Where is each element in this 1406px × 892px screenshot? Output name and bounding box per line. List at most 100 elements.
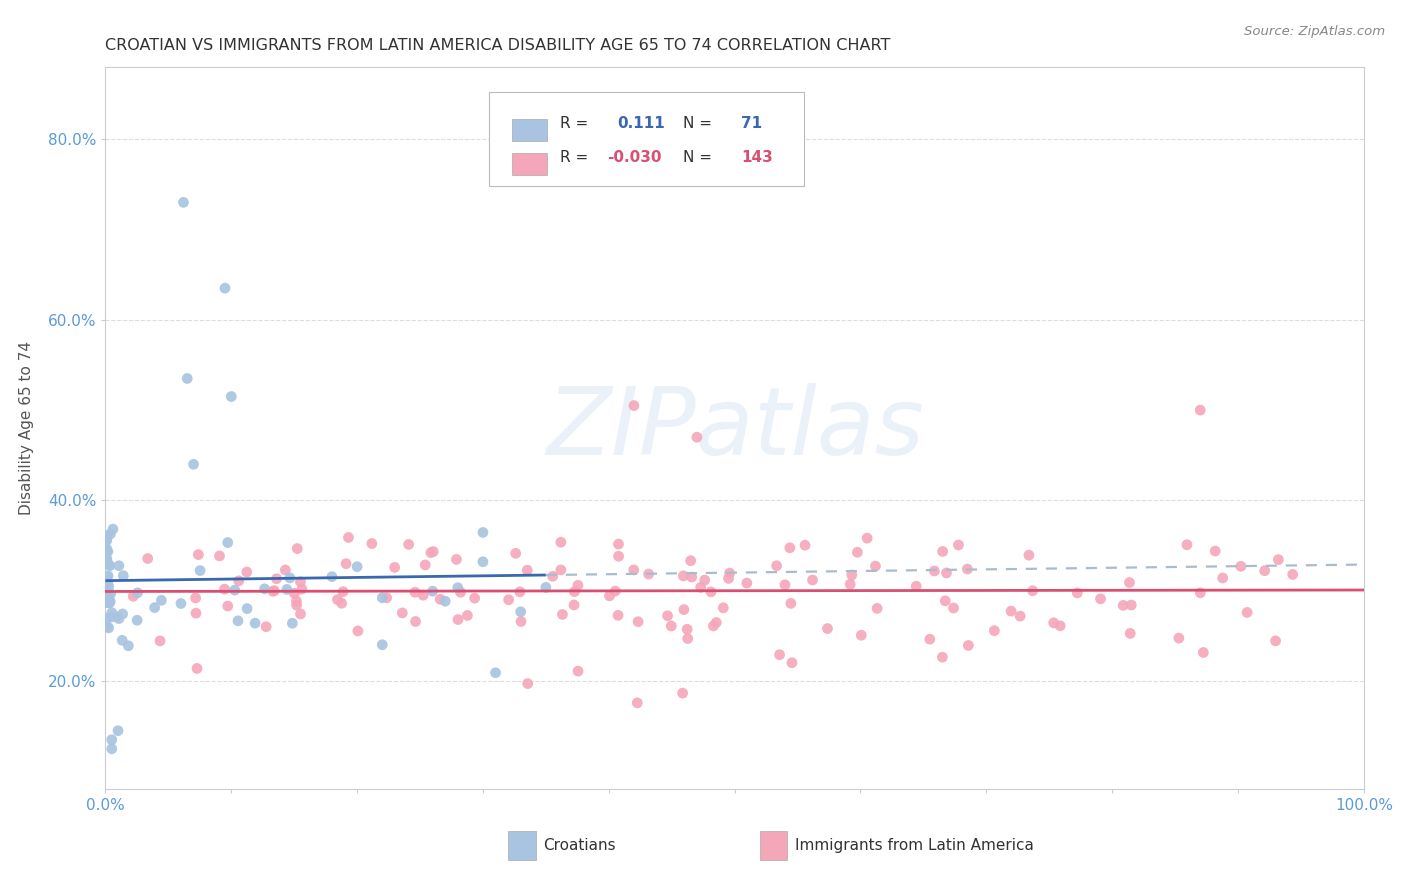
Point bbox=[626, 696, 648, 710]
Point bbox=[637, 566, 659, 581]
Point bbox=[226, 614, 249, 628]
Point bbox=[505, 546, 527, 560]
Text: Croatians: Croatians bbox=[543, 838, 616, 853]
Point bbox=[236, 601, 259, 615]
Point bbox=[672, 569, 695, 583]
Text: 0.111: 0.111 bbox=[617, 116, 665, 131]
Point bbox=[243, 616, 266, 631]
Point bbox=[676, 622, 699, 636]
Point bbox=[1021, 583, 1043, 598]
Point bbox=[607, 537, 630, 551]
FancyBboxPatch shape bbox=[759, 830, 787, 860]
Point bbox=[779, 541, 801, 555]
Text: ZIPatlas: ZIPatlas bbox=[546, 383, 924, 474]
Point bbox=[704, 615, 727, 630]
Point bbox=[111, 607, 134, 621]
Point bbox=[405, 615, 427, 629]
Y-axis label: Disability Age 65 to 74: Disability Age 65 to 74 bbox=[20, 341, 34, 516]
Point bbox=[856, 531, 879, 545]
Text: R =: R = bbox=[560, 150, 588, 165]
Point bbox=[96, 552, 118, 566]
Point bbox=[285, 594, 308, 608]
Point bbox=[718, 566, 741, 580]
Point bbox=[765, 558, 787, 573]
Point bbox=[375, 591, 398, 605]
Point bbox=[541, 569, 564, 583]
Point bbox=[278, 571, 301, 585]
Point bbox=[686, 430, 709, 444]
Point bbox=[447, 613, 470, 627]
Point bbox=[96, 529, 118, 543]
Point bbox=[1189, 403, 1212, 417]
Point bbox=[108, 611, 131, 625]
Point bbox=[176, 371, 198, 385]
Text: Source: ZipAtlas.com: Source: ZipAtlas.com bbox=[1244, 25, 1385, 38]
Point bbox=[841, 568, 863, 582]
Point bbox=[550, 563, 572, 577]
Point bbox=[412, 588, 434, 602]
Point bbox=[96, 541, 118, 556]
Point bbox=[214, 582, 236, 596]
Point bbox=[605, 584, 627, 599]
Point bbox=[509, 605, 531, 619]
Point bbox=[659, 619, 682, 633]
Point bbox=[184, 606, 207, 620]
Point bbox=[98, 594, 121, 608]
Point bbox=[931, 544, 953, 558]
Point bbox=[97, 558, 120, 572]
Point bbox=[450, 585, 472, 599]
Point bbox=[187, 548, 209, 562]
Point bbox=[184, 591, 207, 605]
Point bbox=[107, 723, 129, 738]
Point bbox=[564, 584, 586, 599]
Point bbox=[337, 531, 360, 545]
Point bbox=[150, 593, 173, 607]
Point bbox=[266, 572, 288, 586]
Point bbox=[361, 536, 384, 550]
Point bbox=[1042, 615, 1064, 630]
Point bbox=[96, 595, 118, 609]
Point bbox=[419, 546, 441, 560]
Point bbox=[1118, 575, 1140, 590]
Point bbox=[274, 563, 297, 577]
Point bbox=[285, 598, 308, 612]
Point bbox=[924, 564, 946, 578]
Point bbox=[607, 608, 630, 623]
FancyBboxPatch shape bbox=[512, 120, 547, 141]
Point bbox=[136, 551, 159, 566]
Point bbox=[172, 195, 194, 210]
Point bbox=[219, 390, 242, 404]
Point bbox=[108, 558, 131, 573]
Point bbox=[217, 535, 239, 549]
Point bbox=[1192, 645, 1215, 659]
Point bbox=[100, 732, 122, 747]
Text: 143: 143 bbox=[741, 150, 773, 165]
Point bbox=[484, 665, 506, 680]
Point bbox=[391, 606, 413, 620]
Point bbox=[321, 569, 343, 583]
Point bbox=[291, 582, 314, 596]
Point bbox=[1212, 571, 1234, 585]
Point bbox=[97, 595, 120, 609]
Point bbox=[112, 568, 135, 582]
Text: CROATIAN VS IMMIGRANTS FROM LATIN AMERICA DISABILITY AGE 65 TO 74 CORRELATION CH: CROATIAN VS IMMIGRANTS FROM LATIN AMERIC… bbox=[105, 38, 891, 54]
Point bbox=[97, 579, 120, 593]
Point bbox=[598, 589, 620, 603]
Point bbox=[96, 611, 118, 625]
Point bbox=[607, 549, 630, 564]
Point bbox=[290, 607, 312, 621]
Text: 71: 71 bbox=[741, 116, 762, 131]
Point bbox=[276, 582, 298, 597]
Point bbox=[1010, 609, 1032, 624]
Point bbox=[127, 586, 149, 600]
Point bbox=[96, 533, 118, 548]
Point bbox=[101, 522, 124, 536]
Point bbox=[905, 579, 928, 593]
Point bbox=[534, 581, 557, 595]
Point bbox=[1000, 604, 1022, 618]
Point bbox=[253, 582, 276, 596]
Point bbox=[562, 598, 585, 612]
Point bbox=[623, 399, 645, 413]
Point bbox=[434, 594, 457, 608]
Point bbox=[96, 619, 118, 633]
